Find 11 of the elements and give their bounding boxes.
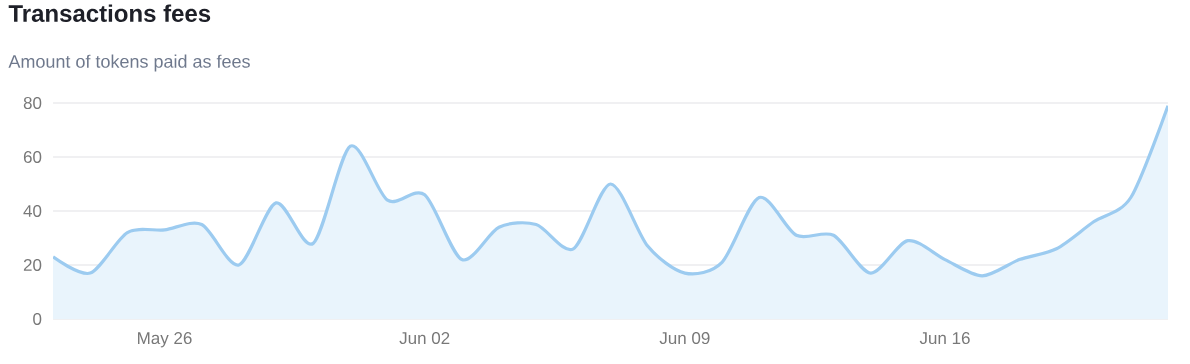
x-tick-label: Jun 16 [919, 332, 970, 345]
y-tick-label: 0 [33, 312, 42, 325]
x-tick-label: Jun 02 [399, 332, 450, 345]
y-tick-label: 60 [23, 150, 42, 164]
x-tick-label: May 26 [138, 332, 192, 348]
y-tick-label: 20 [23, 258, 42, 271]
x-tick-label: Jun 09 [659, 332, 710, 345]
y-tick-label: 80 [23, 97, 42, 110]
y-tick-label: 40 [23, 204, 42, 217]
chart-subtitle: Amount of tokens paid as fees [8, 54, 250, 72]
chart-title: Transactions fees [8, 4, 211, 22]
